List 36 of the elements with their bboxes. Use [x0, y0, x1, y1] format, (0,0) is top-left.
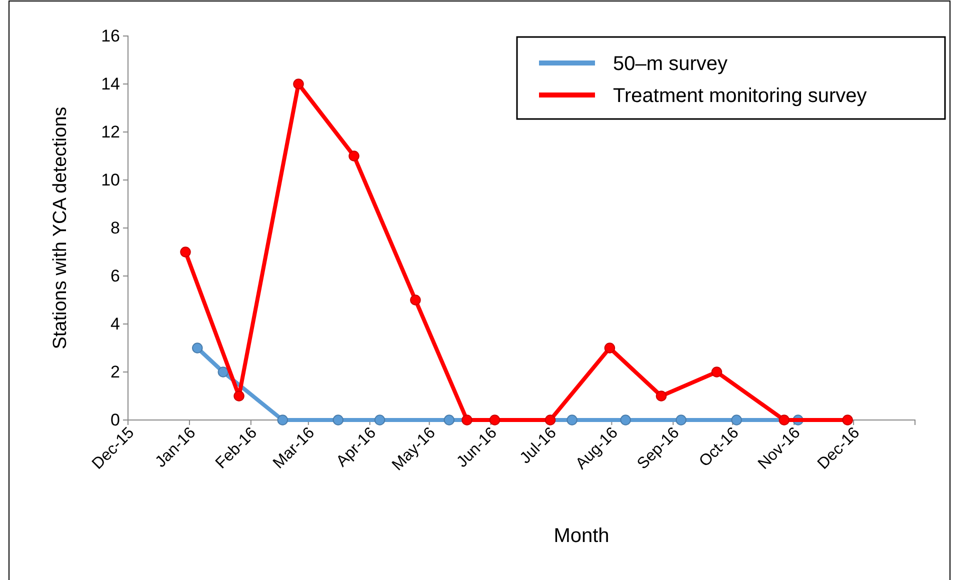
point [332, 414, 344, 426]
point [711, 366, 722, 378]
point [544, 414, 556, 426]
y-axis-title: Stations with YCA detections [50, 106, 71, 350]
legend-label: 50–m survey [613, 53, 728, 75]
point [731, 414, 742, 426]
point [842, 414, 853, 426]
x-axis-title: Month [554, 525, 610, 547]
point [444, 414, 455, 426]
point [604, 342, 616, 354]
y-tick-label: 16 [101, 26, 120, 46]
point [293, 78, 304, 90]
point [374, 414, 386, 426]
y-tick-label: 12 [101, 122, 120, 142]
y-tick-label: 0 [110, 410, 120, 430]
y-tick-label: 8 [110, 218, 120, 238]
y-tick-label: 14 [101, 74, 120, 94]
point [234, 390, 244, 402]
point [566, 414, 578, 426]
point [620, 414, 631, 426]
point [277, 414, 288, 426]
point [656, 390, 667, 402]
point [180, 246, 191, 258]
point [348, 150, 360, 162]
point [462, 414, 472, 426]
y-tick-label: 2 [110, 362, 120, 382]
y-tick-label: 6 [110, 266, 120, 286]
point [218, 366, 229, 378]
point [489, 414, 500, 426]
point [676, 414, 686, 426]
y-tick-label: 10 [101, 170, 120, 190]
y-tick-label: 4 [110, 314, 120, 334]
point [192, 342, 203, 354]
legend-label: Treatment monitoring survey [613, 85, 867, 107]
point [778, 414, 790, 426]
point [410, 294, 421, 306]
